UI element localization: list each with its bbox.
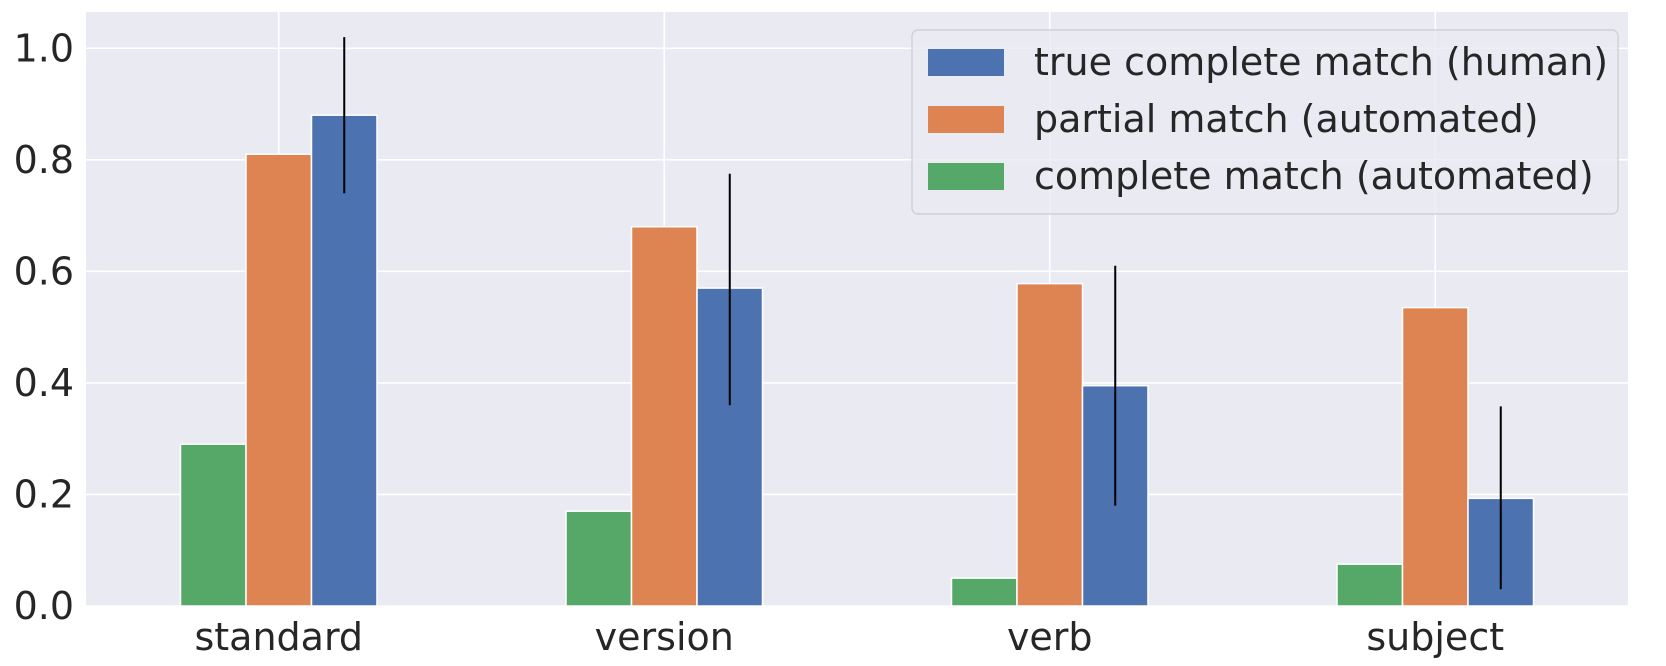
legend-label: partial match (automated) (1034, 97, 1539, 141)
bar-standard-series-1 (245, 153, 313, 607)
x-tick-label: standard (194, 615, 363, 659)
legend-swatch (928, 49, 1004, 76)
y-tick-label: 0.6 (14, 249, 74, 293)
bar-verb-series-0 (950, 577, 1018, 607)
y-tick-label: 0.2 (14, 472, 74, 516)
bar-version-series-0 (565, 510, 633, 607)
y-axis-tick-labels: 0.0 0.2 0.4 0.6 0.8 1.0 (14, 26, 74, 628)
legend-label: complete match (automated) (1034, 154, 1594, 198)
bar-version-series-1 (630, 225, 698, 607)
legend-label: true complete match (human) (1034, 40, 1608, 84)
bar-verb-series-1 (1016, 282, 1084, 607)
legend-frame (911, 29, 1619, 215)
bar-subject-series-1 (1401, 306, 1469, 607)
legend: true complete match (human) partial match… (911, 29, 1619, 215)
bars (179, 114, 1535, 607)
x-tick-label: verb (1007, 615, 1093, 659)
bar-subject-series-0 (1336, 563, 1404, 607)
legend-swatch (928, 163, 1004, 190)
bar-standard-series-0 (179, 443, 247, 607)
bar-standard-series-2 (310, 114, 378, 607)
y-tick-label: 1.0 (14, 26, 74, 70)
y-tick-label: 0.0 (14, 584, 74, 628)
error-bars (343, 37, 1502, 590)
legend-swatch (928, 106, 1004, 133)
x-axis-tick-labels: standard version verb subject (194, 615, 1504, 659)
x-tick-label: version (595, 615, 734, 659)
y-tick-label: 0.8 (14, 138, 74, 182)
y-tick-label: 0.4 (14, 361, 74, 405)
x-tick-label: subject (1366, 615, 1504, 659)
